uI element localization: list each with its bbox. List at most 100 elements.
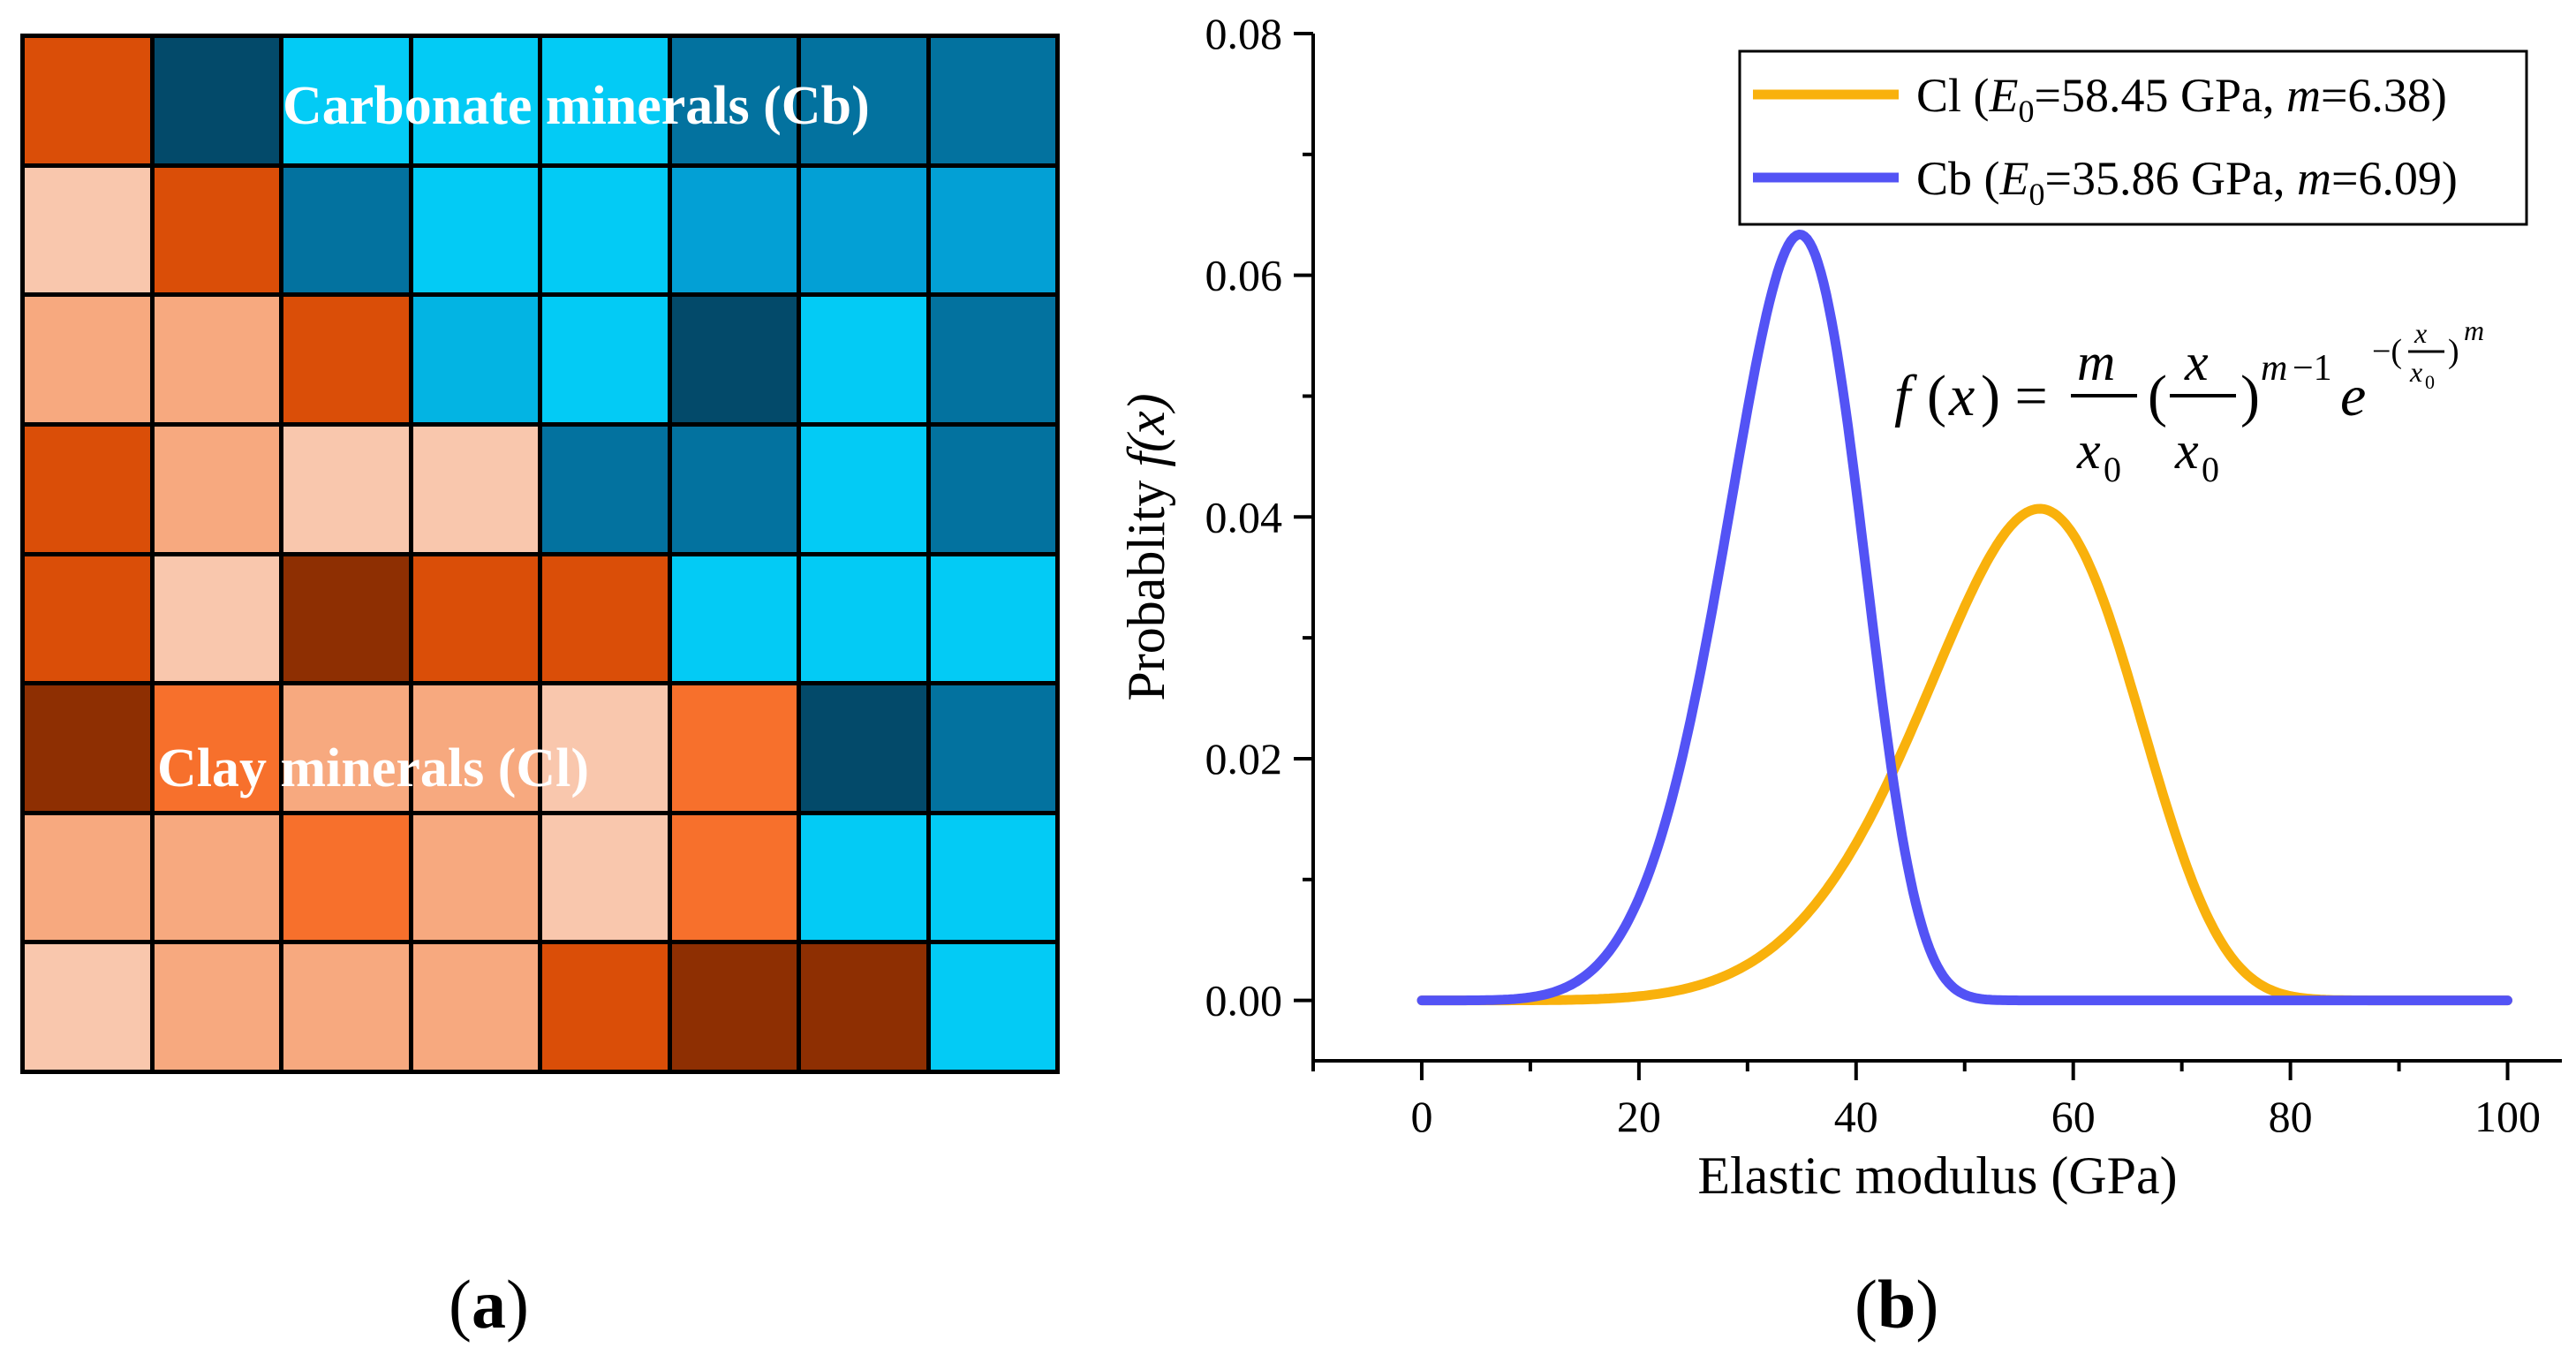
grid-cell-r7-c3 bbox=[412, 944, 538, 1070]
svg-text:x: x bbox=[2414, 317, 2427, 349]
grid-cell-r5-c4 bbox=[542, 685, 668, 811]
x-tick-label: 80 bbox=[2269, 1092, 2313, 1141]
grid-cell-r4-c0 bbox=[25, 556, 150, 682]
caption-a-open: ( bbox=[449, 1266, 472, 1343]
axes: 0.00 0.02 0.04 0.06 0.08 0 20 40 60 80 100 Elastic … bbox=[1117, 9, 2562, 1205]
series-line-cb bbox=[1416, 230, 2512, 1006]
grid-cell-r7-c0 bbox=[25, 944, 150, 1070]
grid-cell-r4-c6 bbox=[801, 556, 926, 682]
y-tick-label: 0.04 bbox=[1205, 492, 1283, 541]
y-tick-label: 0.08 bbox=[1205, 9, 1283, 58]
grid-cell-r3-c0 bbox=[25, 426, 150, 552]
grid-cell-r2-c5 bbox=[671, 297, 797, 422]
grid-cell-r1-c2 bbox=[283, 167, 409, 293]
svg-text:x: x bbox=[2076, 421, 2101, 480]
grid-cell-r4-c3 bbox=[412, 556, 538, 682]
caption-a-close: ) bbox=[505, 1266, 529, 1343]
grid-cell-r6-c0 bbox=[25, 814, 150, 941]
grid-cell-r0-c4 bbox=[542, 38, 668, 163]
svg-text:m: m bbox=[2464, 314, 2484, 346]
grid-cell-r4-c2 bbox=[283, 556, 409, 682]
grid-cell-r6-c1 bbox=[154, 814, 279, 941]
grid-cell-r1-c4 bbox=[542, 167, 668, 293]
grid-cell-r2-c2 bbox=[283, 297, 409, 422]
grid-cell-r6-c7 bbox=[930, 814, 1055, 941]
grid-cell-r7-c6 bbox=[801, 944, 926, 1070]
grid-cell-r0-c7 bbox=[930, 38, 1055, 163]
grid-cell-r7-c1 bbox=[154, 944, 279, 1070]
grid-cell-r3-c2 bbox=[283, 426, 409, 552]
grid-cell-r0-c3 bbox=[412, 38, 538, 163]
grid-cell-r3-c4 bbox=[542, 426, 668, 552]
series-line-cl bbox=[1416, 503, 2512, 1006]
caption-b-close: ) bbox=[1915, 1266, 1939, 1343]
legend-box bbox=[1738, 49, 2528, 226]
grid-cell-r0-c0 bbox=[25, 38, 150, 163]
caption-b-open: ( bbox=[1855, 1266, 1877, 1343]
grid-cell-r6-c2 bbox=[283, 814, 409, 941]
y-tick-label: 0.06 bbox=[1205, 251, 1283, 300]
legend-entry-cb: Cb (E0=35.86 GPa, m=6.09) bbox=[1916, 152, 2458, 212]
caption-a-letter: a bbox=[471, 1266, 506, 1343]
grid-cell-r1-c7 bbox=[930, 167, 1055, 293]
svg-text:x: x bbox=[1948, 364, 1975, 428]
grid-cell-r1-c5 bbox=[671, 167, 797, 293]
svg-text:e: e bbox=[2340, 364, 2366, 428]
grid-cell-r7-c7 bbox=[930, 944, 1055, 1070]
grid-cell-r5-c3 bbox=[412, 685, 538, 811]
grid-cell-r3-c7 bbox=[930, 426, 1055, 552]
grid-cell-r1-c3 bbox=[412, 167, 538, 293]
x-tick-label: 0 bbox=[1410, 1092, 1432, 1141]
x-tick-label: 40 bbox=[1834, 1092, 1878, 1141]
grid-cell-r7-c4 bbox=[542, 944, 668, 1070]
grid-cell-r2-c3 bbox=[412, 297, 538, 422]
grid-cell-r7-c5 bbox=[671, 944, 797, 1070]
grid-cell-r5-c0 bbox=[25, 685, 150, 811]
mineral-grid bbox=[20, 34, 1060, 1074]
formula-annotation: f ( x ) = m x 0 ( x x 0 ) m −1 e −( x x … bbox=[1894, 314, 2484, 489]
grid-cell-r6-c6 bbox=[801, 814, 926, 941]
grid-cell-r5-c6 bbox=[801, 685, 926, 811]
grid-cell-r6-c5 bbox=[671, 814, 797, 941]
grid-cell-r6-c3 bbox=[412, 814, 538, 941]
grid-cell-r1-c0 bbox=[25, 167, 150, 293]
svg-text:): ) bbox=[2448, 333, 2459, 370]
svg-text:x: x bbox=[2409, 356, 2422, 388]
svg-text:0: 0 bbox=[2104, 450, 2121, 489]
caption-b: (b) bbox=[1855, 1265, 1938, 1344]
grid-cell-r0-c6 bbox=[801, 38, 926, 163]
grid-cell-r2-c6 bbox=[801, 297, 926, 422]
svg-text:(: ( bbox=[1927, 364, 1946, 428]
caption-b-letter: b bbox=[1877, 1266, 1916, 1343]
svg-text:0: 0 bbox=[2202, 450, 2219, 489]
grid-cell-r2-c0 bbox=[25, 297, 150, 422]
grid-cell-r5-c1 bbox=[154, 685, 279, 811]
grid-cell-r0-c1 bbox=[154, 38, 279, 163]
grid-cell-r0-c5 bbox=[671, 38, 797, 163]
caption-a: (a) bbox=[449, 1265, 529, 1344]
svg-text:−(: −( bbox=[2372, 333, 2402, 370]
svg-text:): ) bbox=[2240, 364, 2260, 428]
grid-cell-r6-c4 bbox=[542, 814, 668, 941]
grid-cell-r2-c1 bbox=[154, 297, 279, 422]
grid-cell-r5-c5 bbox=[671, 685, 797, 811]
x-axis-title: Elastic modulus (GPa) bbox=[1697, 1146, 2177, 1205]
y-axis-title: Probablity f(x) bbox=[1117, 393, 1175, 700]
y-tick-label: 0.02 bbox=[1205, 734, 1283, 783]
y-tick-label: 0.00 bbox=[1205, 976, 1283, 1025]
grid-cell-r1-c6 bbox=[801, 167, 926, 293]
svg-text:x: x bbox=[2174, 421, 2199, 480]
svg-text:m: m bbox=[2077, 333, 2115, 391]
x-tick-label: 20 bbox=[1617, 1092, 1661, 1141]
grid-cell-r0-c2 bbox=[283, 38, 409, 163]
svg-text:f: f bbox=[1894, 364, 1917, 428]
grid-cell-r2-c4 bbox=[542, 297, 668, 422]
legend-entry-cl: Cl (E0=58.45 GPa, m=6.38) bbox=[1916, 69, 2447, 129]
svg-text:m: m bbox=[2261, 348, 2287, 389]
grid-cell-r5-c7 bbox=[930, 685, 1055, 811]
svg-text:x: x bbox=[2184, 333, 2209, 391]
carbonate-label: Carbonate minerals (Cb) bbox=[283, 76, 870, 136]
svg-text:) =: ) = bbox=[1981, 364, 2048, 428]
grid-cell-r3-c3 bbox=[412, 426, 538, 552]
